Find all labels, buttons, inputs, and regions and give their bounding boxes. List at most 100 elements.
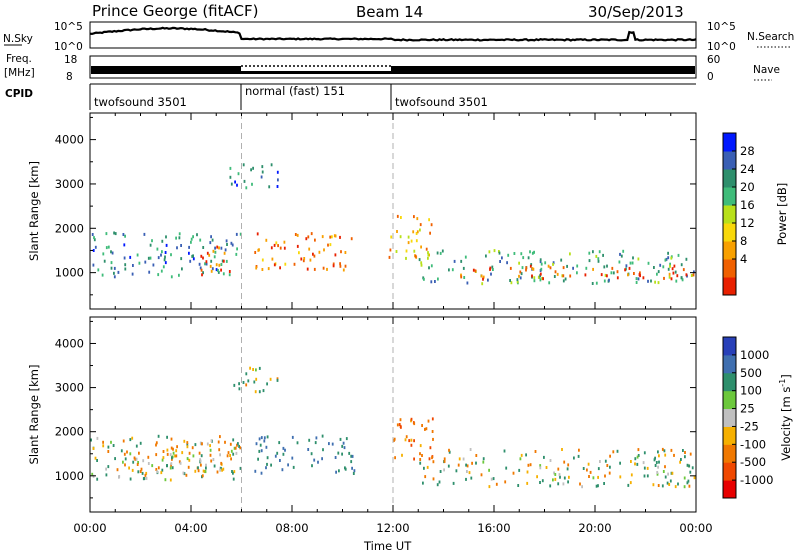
vel-cell [679,460,681,464]
power-cell [252,166,254,170]
vel-cell [123,452,126,456]
power-cell [180,257,183,261]
power-cell [562,266,565,270]
power-cell [279,266,281,270]
power-cell [267,267,270,271]
vel-cell [658,454,660,458]
vel-cell [589,470,592,474]
power-cell [415,232,418,235]
power-cell [631,261,634,265]
vel-cell [527,463,530,467]
time-tick-label: 08:00 [275,521,308,535]
vel-cell [164,478,167,482]
power-cell [313,267,316,271]
power-cell [205,260,208,264]
power-cell [222,259,225,263]
vel-cell [646,474,649,478]
vel-cell [426,465,429,469]
power-cell [300,257,303,261]
power-cell [405,249,408,253]
vel-cell [438,480,441,484]
vel-cell [559,475,561,479]
vel-cell [263,436,266,440]
vel-cell [520,453,523,457]
vel-cell [276,378,279,382]
vel-colorbar-tick-label: -25 [740,419,759,433]
power-cell [439,251,442,255]
vel-cell [116,468,119,472]
power-cell [209,264,212,268]
vel-cell [161,458,164,462]
vel-cell [258,390,261,394]
vel-cell [599,460,601,463]
vel-cell [597,484,599,488]
vel-cell [404,438,407,442]
power-cell [204,262,206,266]
vel-cell [686,463,689,467]
power-cell [597,259,600,263]
power-cell [533,276,536,280]
vel-cell [482,460,485,464]
vel-ylabel: Slant Range [km] [27,365,41,465]
vel-cell [236,443,238,447]
power-cell [466,281,469,285]
power-cell [668,272,671,276]
power-cell [132,264,134,267]
power-cell [327,243,329,247]
nave-label: Nave [753,64,780,76]
vel-cell [239,446,242,450]
vel-cell [185,473,188,477]
vel-colorbar-label: Velocity [m s-1] [778,374,793,461]
vel-cell [322,448,324,452]
power-cell [667,251,669,255]
power-cell [670,277,673,281]
vel-cell [170,462,173,466]
power-cell [413,249,416,253]
power-colorbar-swatch [723,187,736,206]
vel-cell [234,446,237,450]
power-cell [228,273,231,277]
power-cell [310,232,313,236]
power-cell [205,262,208,266]
vel-cell [307,448,310,451]
power-cell [105,232,108,236]
vel-colorbar-swatch [723,408,736,427]
power-cell [606,274,608,278]
power-cell [400,216,402,219]
vel-cell [448,448,450,452]
power-cell [488,250,491,254]
power-cell [226,243,228,246]
beam-title: Beam 14 [356,3,423,21]
vel-cell [151,464,154,468]
vel-colorbar: 1000 500 100 25 -25 -100 -500 -1000 Velocity [m … [722,336,793,499]
vel-cell [96,477,99,481]
vel-cell [199,459,202,463]
vel-cell [634,457,637,461]
power-cell [350,237,353,241]
power-cell [420,245,422,249]
power-cell [552,262,554,266]
power-cell [531,251,534,255]
power-cell [160,253,162,257]
power-cell [161,250,163,254]
vel-colorbar-swatch [723,426,736,445]
vel-colorbar-swatch [723,480,736,499]
power-cell [396,214,399,218]
vel-cell [270,463,272,467]
power-cell [283,240,286,244]
vel-cell [661,447,664,451]
time-axis-ticks: 00:00 04:00 08:00 12:00 16:00 20:00 00:00 [73,521,712,535]
power-cell [329,235,332,239]
power-cell [420,261,423,265]
vel-cell [429,446,432,450]
power-cell [275,241,278,245]
power-colorbar-tick-label: 28 [740,144,755,158]
power-cell [110,266,113,270]
power-cell [656,272,658,276]
power-cell [305,237,308,241]
vel-cell [229,454,231,457]
power-cell [576,264,579,268]
power-cell [107,245,110,249]
vel-cell [94,456,97,460]
vel-cell [187,465,190,469]
